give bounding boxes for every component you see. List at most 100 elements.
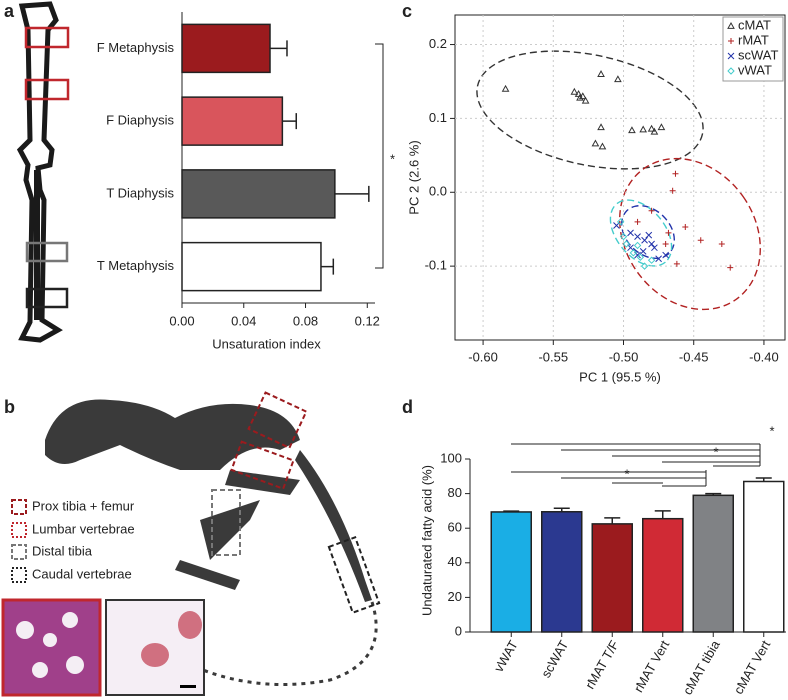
point [639,125,648,133]
bar [181,169,336,219]
annotation: * [390,151,395,166]
point [598,142,607,150]
point [616,218,625,226]
x-tick-label: 0.12 [355,313,380,328]
panel-label: d [402,397,413,417]
histology-insets [1,598,205,697]
category-label: T Metaphysis [97,258,175,273]
point [597,123,605,131]
legend-marker [727,21,735,29]
x-tick-label: vWAT [491,638,521,675]
point [697,237,704,244]
category-label: F Metaphysis [97,40,175,55]
bar [591,523,633,633]
point [613,222,620,229]
point [576,93,584,101]
legend-label: rMAT [738,32,769,47]
bar [181,241,322,292]
legend-marker [727,67,735,75]
y-tick-label: -0.1 [425,258,447,273]
bone-drawing [16,1,63,343]
x-tick-label: 0.00 [169,313,194,328]
point [647,256,656,264]
bar [642,517,684,633]
point [672,170,679,177]
error-bar [282,113,298,130]
point [636,253,645,261]
region-boxes [24,26,70,309]
point [718,240,725,247]
point [657,123,666,131]
y-tick-label: 0.2 [429,36,447,51]
annotation: * [624,466,629,481]
point [655,255,662,263]
point [597,70,605,77]
significance-lines [511,443,761,487]
y-tick-label: 100 [440,450,462,465]
y-tick-label: 80 [448,485,462,500]
plot-frame [454,14,786,341]
y-axis-label: PC 2 (2.6 %) [406,140,421,214]
category-label: F Diaphysis [106,113,174,128]
significance-bracket [375,43,384,269]
category-label: T Diaphysis [106,185,174,200]
legend-marker [728,38,734,44]
x-tick-label: -0.40 [749,349,779,364]
x-axis-label: PC 1 (95.5 %) [579,369,661,384]
annotation: * [769,423,774,438]
error-bar [270,40,288,57]
point [669,187,676,194]
point [619,232,628,241]
x-tick-label: scWAT [538,638,571,681]
legend-marker [727,52,735,60]
legend-label: vWAT [738,62,772,77]
annotation: * [713,444,718,459]
point [633,241,642,250]
point [627,244,634,252]
point [622,240,631,248]
x-tick-label: cMAT tibia [680,637,723,697]
x-tick-label: rMAT Vert [631,637,673,694]
point [570,87,579,95]
skeleton-boxes [211,391,381,614]
point [640,262,649,270]
x-tick-label: -0.50 [609,349,639,364]
y-tick-label: 20 [448,589,462,604]
point [662,251,669,259]
bar [743,480,785,633]
point [639,248,647,255]
point [578,92,587,100]
legend-label: Distal tibia [32,543,93,558]
point [648,207,655,214]
point [628,126,636,134]
bar [541,511,583,633]
panel-label: b [4,397,15,417]
point [629,249,638,257]
x-tick-label: -0.55 [538,349,568,364]
point [673,260,680,267]
legend-label: Lumbar vertebrae [32,521,135,536]
y-tick-label: 60 [448,520,462,535]
x-tick-label: -0.60 [468,349,498,364]
y-tick-label: 40 [448,554,462,569]
y-tick-label: 0.1 [429,110,447,125]
x-tick-label: rMAT T/F [582,638,622,692]
error-bar [320,258,335,275]
point [634,218,641,225]
error-bar [604,517,621,524]
legend-label: Caudal vertebrae [32,566,132,581]
x-tick-label: cMAT Vert [731,637,774,696]
error-bar [334,185,370,202]
point [727,264,734,271]
y-axis-label: Undaturated fatty acid (%) [419,465,434,616]
legend-label: cMAT [738,17,771,32]
point [591,139,600,147]
point [501,84,510,92]
point [645,231,653,239]
confidence-ellipses [476,50,761,311]
bar [490,511,532,633]
bar [181,96,284,146]
panel-label: a [4,1,15,21]
panel-label: c [402,1,412,21]
